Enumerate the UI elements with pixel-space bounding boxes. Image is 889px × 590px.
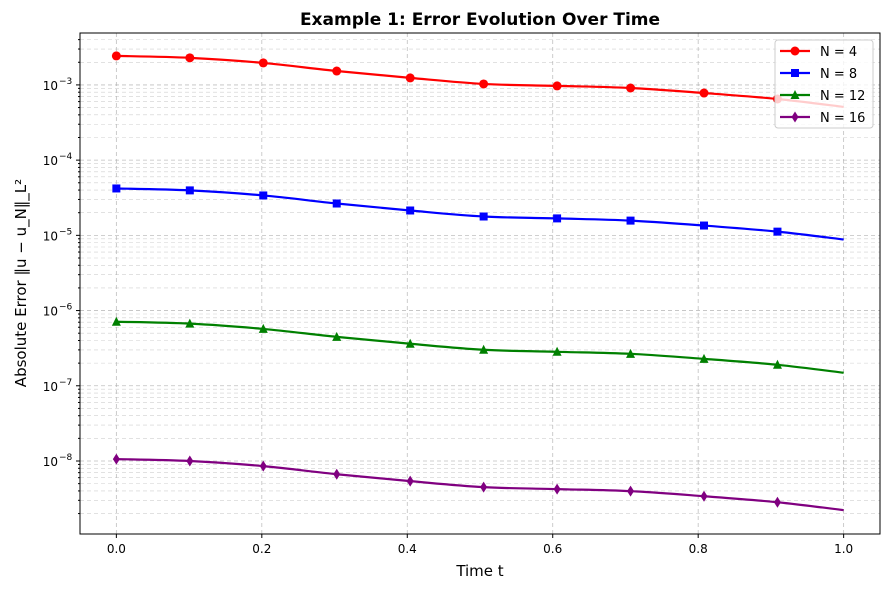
data-point-3: [700, 490, 708, 502]
x-tick-label: 0.8: [689, 542, 708, 556]
y-tick-exponent: −7: [59, 378, 72, 388]
x-tick-label: 0.4: [398, 542, 417, 556]
data-point-1: [332, 199, 341, 208]
legend: N = 4 N = 8 N = 12 N = 16: [774, 39, 874, 129]
legend-marker: [791, 111, 799, 123]
legend-marker: [790, 90, 800, 99]
data-point-2: [111, 316, 121, 326]
x-tick-label: 0.2: [252, 542, 271, 556]
data-point-1: [479, 212, 488, 221]
y-tick-exponent: −8: [59, 453, 73, 463]
y-tick-label: 10: [43, 154, 58, 168]
data-point-0: [479, 79, 489, 89]
x-tick-label: 0.6: [543, 542, 562, 556]
y-axis-label: Absolute Error ‖u − u_N‖_L²: [12, 179, 31, 387]
legend-marker: [791, 69, 799, 77]
legend-label: N = 16: [820, 111, 865, 126]
data-point-0: [258, 58, 268, 68]
x-tick-label: 0.0: [107, 542, 126, 556]
plot-frame: [79, 32, 881, 535]
data-point-2: [772, 359, 782, 369]
data-point-2: [699, 353, 709, 363]
data-point-0: [699, 88, 709, 98]
y-tick-exponent: −6: [59, 303, 73, 313]
data-point-3: [186, 455, 194, 467]
x-axis-label: Time t: [455, 562, 503, 580]
data-point-0: [552, 81, 562, 91]
data-point-2: [332, 331, 342, 341]
data-point-1: [553, 214, 562, 223]
data-point-2: [479, 344, 489, 354]
series-line-2: [116, 320, 844, 374]
data-point-1: [773, 227, 782, 236]
data-point-1: [406, 206, 415, 215]
data-point-2: [626, 348, 636, 358]
series-line-3: [116, 457, 844, 512]
data-point-3: [406, 475, 414, 487]
data-point-3: [773, 496, 781, 508]
y-tick-exponent: −5: [59, 227, 72, 237]
data-point-3: [480, 481, 488, 493]
data-point-0: [405, 73, 415, 83]
data-point-2: [552, 346, 562, 356]
data-point-3: [627, 485, 635, 497]
data-point-3: [112, 453, 120, 465]
data-point-1: [700, 221, 708, 230]
data-point-0: [332, 66, 342, 76]
y-tick-exponent: −3: [59, 77, 72, 87]
data-point-2: [258, 323, 268, 333]
chart-title: Example 1: Error Evolution Over Time: [300, 10, 660, 30]
data-point-0: [185, 53, 195, 63]
y-tick-label: 10: [43, 455, 58, 469]
data-point-2: [405, 338, 415, 348]
data-point-1: [112, 184, 121, 193]
legend-box: [774, 39, 874, 129]
y-tick-label: 10: [43, 229, 58, 243]
data-point-1: [626, 216, 635, 225]
data-point-0: [626, 83, 636, 93]
x-tick-label: 1.0: [834, 542, 853, 556]
legend-marker: [790, 46, 800, 56]
data-point-2: [185, 318, 195, 328]
data-point-3: [259, 460, 267, 472]
data-point-3: [333, 468, 341, 480]
y-tick-label: 10: [43, 79, 58, 93]
data-point-1: [185, 186, 194, 195]
y-tick-label: 10: [43, 380, 58, 394]
legend-label: N = 12: [820, 89, 865, 104]
data-point-3: [553, 483, 561, 495]
y-tick-label: 10: [43, 305, 58, 319]
legend-label: N = 8: [820, 67, 857, 82]
legend-label: N = 4: [820, 45, 857, 60]
y-tick-exponent: −4: [59, 152, 73, 162]
data-point-0: [111, 51, 121, 61]
data-point-1: [259, 191, 268, 200]
